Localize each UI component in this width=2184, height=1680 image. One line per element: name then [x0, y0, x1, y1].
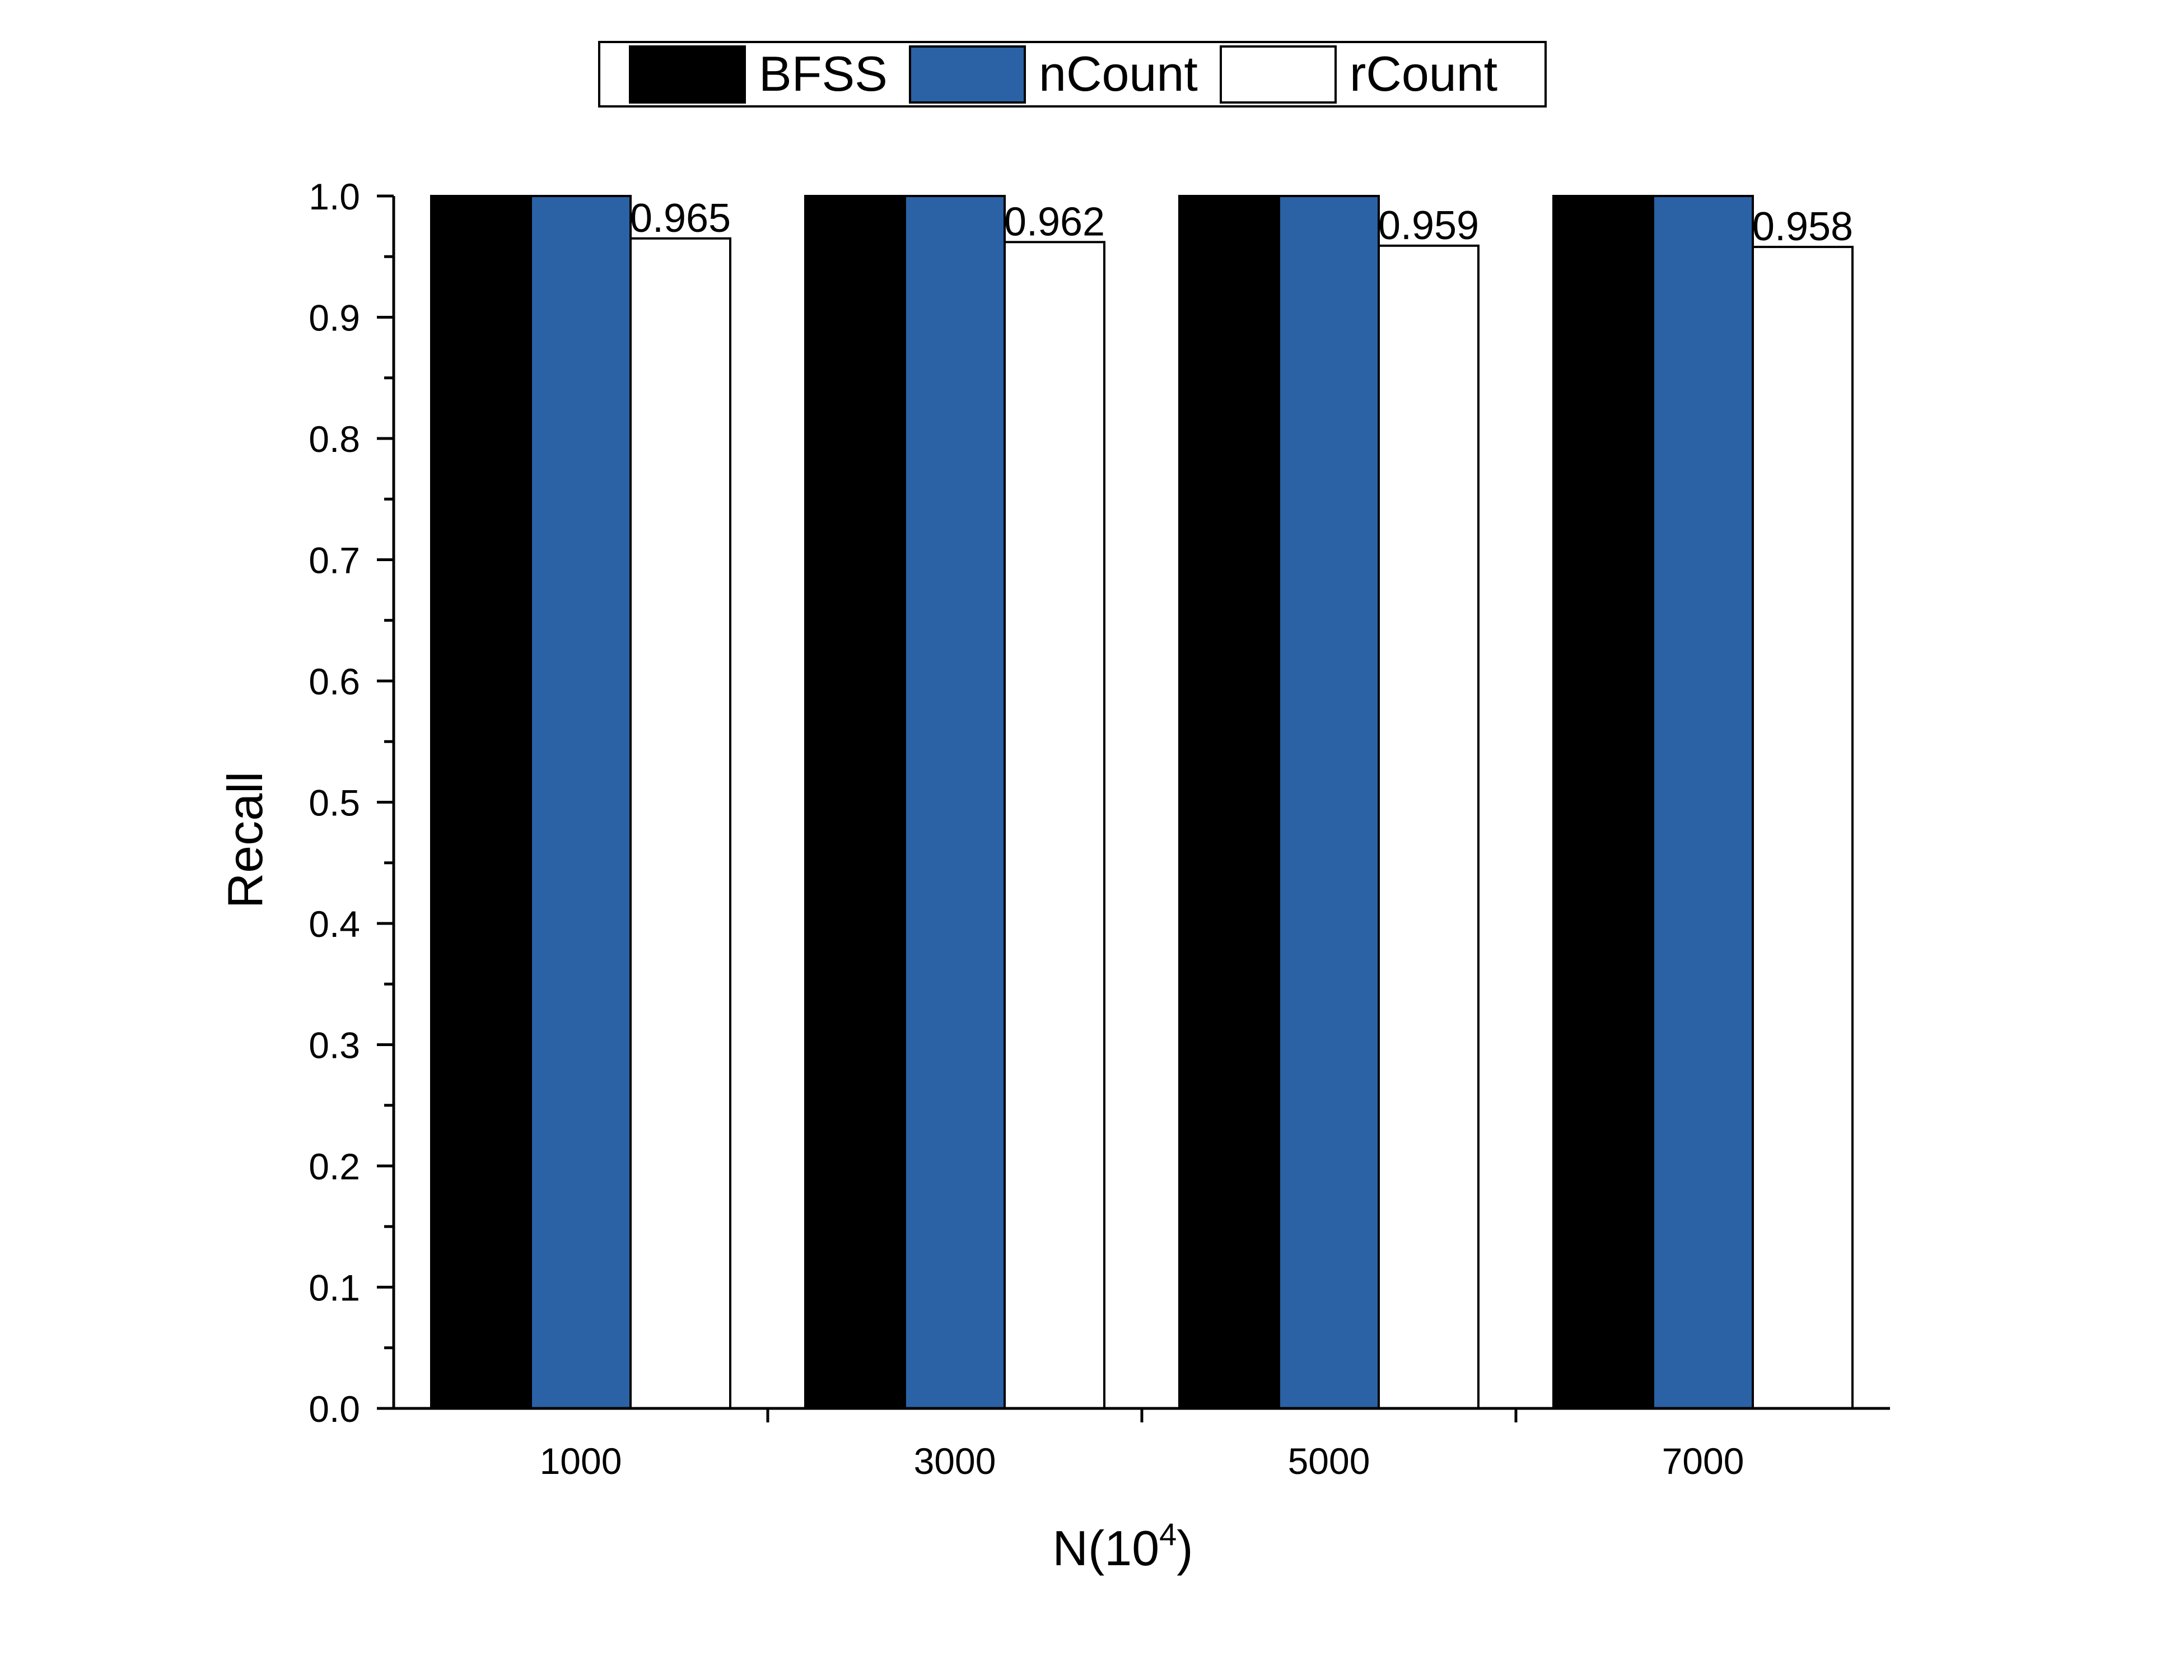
legend-label-rcount: rCount: [1350, 46, 1497, 101]
bar-ncount-1000: [530, 195, 632, 1410]
data-label: 0.959: [1378, 203, 1479, 248]
data-label: 0.965: [630, 196, 731, 241]
x-tick-label: 5000: [1288, 1440, 1370, 1482]
y-tick-label: 0.4: [309, 903, 360, 945]
bar-bfss-3000: [804, 195, 906, 1410]
y-tick-label: 0.9: [309, 297, 360, 339]
bar-ncount-3000: [904, 195, 1006, 1410]
x-axis-label-base: N(10: [1052, 1520, 1159, 1576]
y-axis-label: Recall: [217, 772, 273, 909]
y-tick-label: 0.0: [309, 1388, 360, 1430]
bar-bfss-1000: [430, 195, 532, 1410]
x-tick-label: 3000: [914, 1440, 996, 1482]
y-tick-label: 0.2: [309, 1146, 360, 1187]
x-tick-label: 1000: [540, 1440, 622, 1482]
bar-bfss-7000: [1552, 195, 1654, 1410]
y-tick-label: 0.5: [309, 782, 360, 824]
legend: BFSS nCount rCount: [598, 41, 1547, 108]
legend-swatch-bfss: [629, 45, 746, 104]
data-label: 0.958: [1752, 204, 1853, 249]
y-tick-label: 0.7: [309, 540, 360, 581]
bar-bfss-5000: [1178, 195, 1280, 1410]
bar-ncount-7000: [1652, 195, 1754, 1410]
legend-swatch-ncount: [909, 45, 1026, 104]
x-axis-label-suffix: ): [1177, 1520, 1193, 1576]
data-label: 0.962: [1004, 199, 1105, 244]
bar-rcount-7000: [1752, 245, 1854, 1410]
y-tick-label: 1.0: [309, 176, 360, 217]
bar-rcount-3000: [1004, 241, 1105, 1410]
x-axis-label-exponent: 4: [1159, 1516, 1177, 1552]
bars-group: [430, 195, 1854, 1410]
x-tick-label: 7000: [1662, 1440, 1744, 1482]
y-tick-label: 0.6: [309, 661, 360, 702]
y-tick-label: 0.3: [309, 1025, 360, 1066]
bar-ncount-5000: [1278, 195, 1380, 1410]
bar-labels-group: 0.965 0.962 0.959 0.958: [630, 196, 1853, 249]
y-tick-label: 0.8: [309, 418, 360, 460]
legend-frame: [598, 41, 1547, 108]
bar-rcount-5000: [1378, 244, 1480, 1410]
y-ticks-group: 0.0 0.1 0.2 0.3 0.4 0.5 0.6 0.7 0.8 0.9 1.0: [309, 176, 394, 1430]
x-axis-label: N(104): [1052, 1516, 1193, 1576]
x-ticks-group: 1000 3000 5000 7000: [540, 1408, 1744, 1482]
bar-rcount-1000: [629, 237, 731, 1410]
legend-label-ncount: nCount: [1039, 46, 1198, 101]
legend-swatch-rcount: [1220, 45, 1337, 104]
legend-label-bfss: BFSS: [759, 46, 888, 101]
y-tick-label: 0.1: [309, 1267, 360, 1309]
